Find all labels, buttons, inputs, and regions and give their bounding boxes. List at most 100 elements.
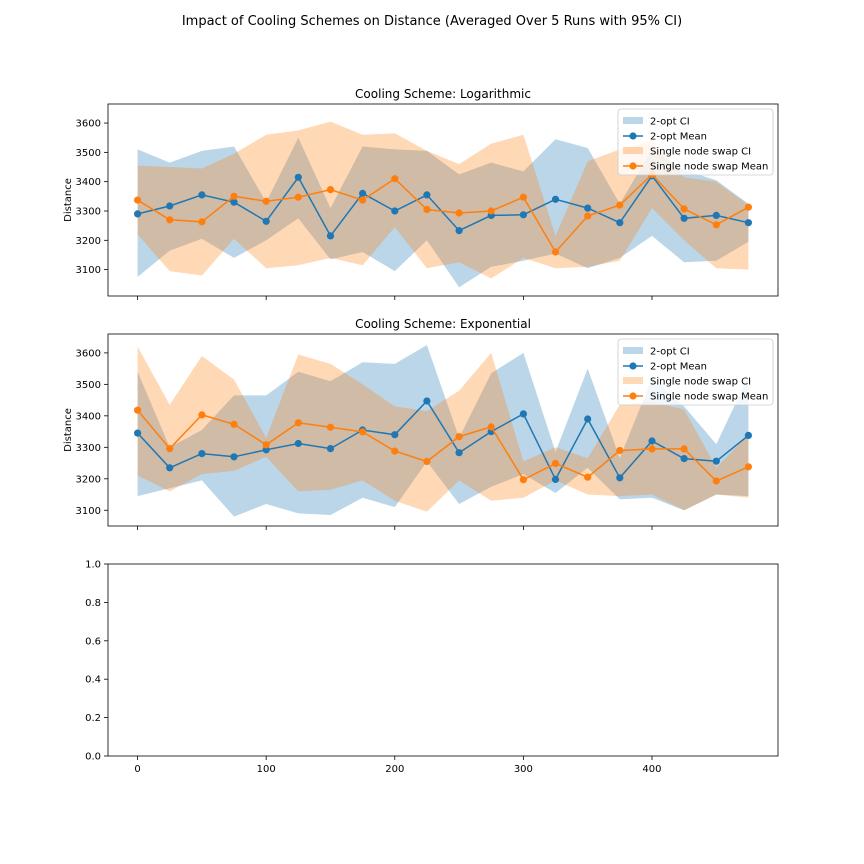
legend: 2-opt CI 2-opt Mean Single node swap CI Sin…	[617, 338, 774, 406]
y-tick-label: 0.2	[85, 713, 101, 724]
mean-point	[551, 475, 560, 483]
mean-point	[680, 445, 688, 453]
legend-ci-swatch	[623, 147, 643, 154]
legend-box	[617, 108, 774, 176]
mean-point	[423, 205, 431, 214]
legend-mean-marker	[629, 362, 637, 370]
mean-point	[294, 439, 302, 448]
mean-point	[230, 453, 238, 461]
mean-point	[359, 189, 367, 197]
mean-line-2	[137, 173, 749, 254]
mean-point	[326, 232, 335, 240]
mean-point	[423, 457, 431, 466]
legend-mean-label: 2-opt Mean	[650, 362, 707, 373]
mean-point	[359, 428, 367, 436]
mean-point	[680, 455, 688, 463]
mean-point	[487, 423, 495, 431]
mean-line-1	[137, 399, 749, 482]
chart-3: 0.0 0.2 0.4 0.6 0.8 1.0 0 100 200 300 400	[85, 560, 779, 775]
y-tick-label: 3400	[76, 411, 101, 422]
mean-point	[134, 210, 142, 218]
mean-point	[616, 201, 624, 209]
mean-point	[744, 431, 753, 439]
chart-1: 3100 3200 3300 3400 3500 3600 Cooling Scheme: …	[63, 87, 779, 300]
mean-point	[326, 445, 335, 453]
y-tick-label: 3200	[76, 236, 101, 247]
mean-point	[712, 221, 720, 229]
mean-point	[712, 477, 720, 485]
legend-mean-label: 2-opt Mean	[650, 132, 707, 143]
mean-point	[744, 219, 753, 227]
y-tick-label: 0.6	[85, 636, 101, 647]
figure-suptitle: Impact of Cooling Schemes on Distance (A…	[181, 14, 683, 29]
y-tick-label: 3100	[76, 265, 101, 276]
legend-ci-swatch	[623, 117, 643, 124]
mean-point	[198, 411, 206, 419]
legend-ci-label: 2-opt CI	[650, 117, 690, 128]
axes-frame	[107, 563, 779, 757]
y-tick-label: 3300	[76, 443, 101, 454]
y-tick-label: 3300	[76, 206, 101, 217]
mean-point	[294, 419, 302, 427]
mean-point	[744, 463, 753, 471]
legend-mean-marker	[629, 132, 637, 140]
mean-point	[584, 204, 592, 212]
mean-point	[551, 459, 560, 467]
mean-point	[294, 173, 302, 181]
mean-point	[423, 191, 431, 199]
chart-title: Cooling Scheme: Logarithmic	[355, 87, 531, 101]
mean-point	[744, 203, 753, 211]
legend-ci-label: Single node swap CI	[650, 377, 751, 388]
mean-point	[391, 447, 399, 455]
mean-point	[455, 449, 463, 457]
y-tick-label: 3500	[76, 148, 101, 159]
mean-point	[134, 196, 142, 204]
mean-point	[262, 217, 270, 225]
y-tick-label: 3100	[76, 506, 101, 517]
x-tick-label: 100	[257, 764, 276, 775]
ci-band-2	[137, 121, 749, 279]
x-tick-label: 300	[514, 764, 533, 775]
mean-point	[616, 219, 624, 227]
mean-line-1	[137, 174, 749, 238]
mean-point	[294, 193, 302, 201]
y-tick-label: 1.0	[85, 560, 101, 571]
mean-point	[198, 450, 206, 458]
mean-point	[712, 457, 720, 465]
mean-point	[230, 192, 238, 200]
y-tick-label: 3200	[76, 474, 101, 485]
mean-line-2	[137, 409, 749, 482]
legend-ci-swatch	[623, 347, 643, 354]
mean-point	[391, 207, 399, 215]
mean-point	[262, 446, 270, 454]
legend-mean-marker	[629, 392, 637, 400]
mean-point	[230, 420, 238, 428]
mean-point	[551, 195, 560, 203]
mean-point	[262, 441, 270, 449]
chart-title: Cooling Scheme: Exponential	[355, 317, 531, 331]
mean-point	[519, 476, 528, 484]
legend: 2-opt CI 2-opt Mean Single node swap CI Sin…	[617, 108, 774, 176]
mean-point	[134, 406, 142, 414]
mean-point	[230, 198, 238, 206]
mean-point	[198, 191, 206, 199]
mean-point	[519, 193, 528, 201]
legend-ci-swatch	[623, 377, 643, 384]
y-tick-label: 0.4	[85, 675, 101, 686]
mean-point	[166, 216, 174, 224]
mean-point	[584, 212, 592, 220]
mean-point	[616, 474, 624, 482]
legend-mean-label: Single node swap Mean	[650, 392, 768, 403]
y-tick-label: 3600	[76, 119, 101, 130]
mean-point	[166, 445, 174, 453]
mean-point	[519, 211, 528, 219]
mean-point	[616, 446, 624, 455]
mean-point	[584, 473, 592, 481]
mean-point	[487, 207, 495, 215]
y-axis-label: Distance	[63, 178, 74, 222]
chart-2: 3100 3200 3300 3400 3500 3600 Cooling Scheme: …	[63, 317, 779, 530]
y-tick-label: 0.8	[85, 598, 101, 609]
mean-point	[680, 205, 688, 213]
y-tick-label: 0.0	[85, 752, 101, 763]
